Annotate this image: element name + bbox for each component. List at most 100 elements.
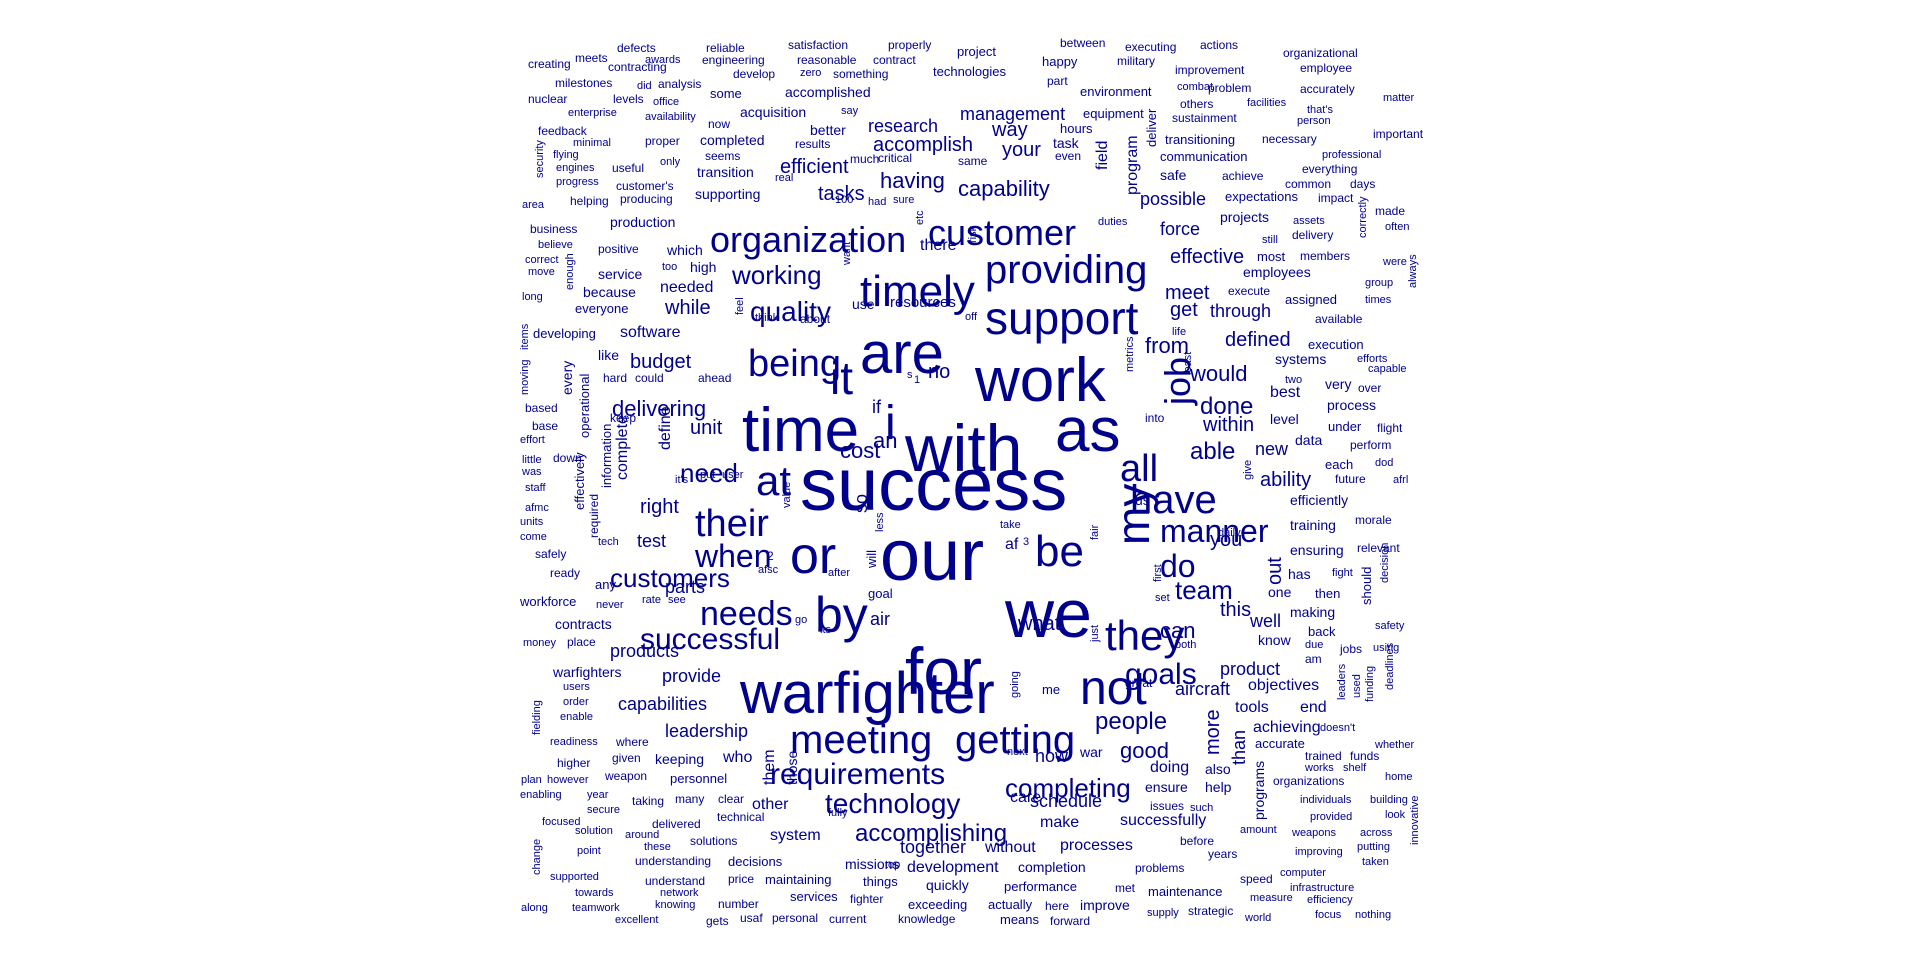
word-before: before (1180, 834, 1215, 848)
word-taken: taken (1362, 856, 1389, 868)
word-cost: cost (840, 438, 881, 463)
word-quality: quality (750, 296, 831, 327)
word-group: group (1365, 277, 1394, 289)
word-useful: useful (612, 161, 645, 175)
word-ready: ready (550, 566, 581, 580)
word-they: they (1105, 612, 1185, 659)
word-actually: actually (988, 897, 1033, 912)
word-exceeding: exceeding (908, 897, 968, 912)
word-those: those (784, 750, 800, 785)
word-flying: flying (553, 149, 579, 161)
word-only: only (660, 156, 681, 168)
word-infrastructure: infrastructure (1290, 882, 1355, 894)
word-know: know (1258, 632, 1291, 648)
word-improve: improve (1080, 897, 1130, 913)
word-being: being (748, 343, 841, 385)
word-around: around (625, 829, 660, 841)
word-transition: transition (697, 164, 754, 180)
word-things: things (863, 874, 898, 889)
word-customers: customers (610, 563, 730, 593)
word-done: done (1200, 393, 1254, 420)
word-jobs: jobs (1340, 642, 1363, 656)
word-shelf: shelf (1343, 762, 1367, 774)
word-provide: provide (662, 666, 722, 686)
word-keeping: keeping (655, 751, 705, 767)
word-efficient: efficient (780, 156, 849, 178)
word-working: working (732, 260, 822, 290)
word-measure: measure (1250, 892, 1293, 904)
word-an: an (873, 428, 898, 453)
word-team: team (1175, 575, 1233, 605)
word-program: program (1124, 135, 1141, 195)
word-delivered: delivered (652, 817, 701, 831)
word-me: me (1042, 682, 1061, 697)
word-days: days (1350, 177, 1376, 191)
word-am: am (1305, 652, 1322, 666)
word-area: area (522, 199, 545, 211)
word-correctly: correctly (1357, 196, 1369, 238)
word-care: care (1010, 789, 1042, 806)
word-this: this (1220, 599, 1252, 621)
word-producing: producing (620, 192, 673, 206)
word-acquisition: acquisition (740, 104, 807, 120)
word-duties: duties (1098, 216, 1128, 228)
word-under: under (1328, 419, 1362, 434)
word-new: new (1255, 439, 1289, 459)
word-goal: goal (868, 586, 893, 601)
word-enabling: enabling (520, 789, 562, 801)
word-did: did (637, 80, 652, 92)
word-capable: capable (1368, 363, 1407, 375)
word-relevant: relevant (1357, 541, 1400, 555)
word-take: take (1000, 519, 1021, 531)
word-see: see (668, 594, 686, 606)
word-would: would (1190, 361, 1248, 386)
word-year: year (587, 789, 609, 801)
word-home: home (1385, 771, 1413, 783)
word-budget: budget (630, 351, 692, 373)
word-knowledge: knowledge (898, 912, 956, 926)
word-need: need (680, 458, 738, 488)
word-great: great (1125, 676, 1153, 690)
word-future: future (1335, 472, 1366, 486)
word-satisfaction: satisfaction (788, 38, 849, 52)
word-your: your (1002, 139, 1041, 161)
word-good: good (1120, 738, 1169, 763)
word-never: never (596, 599, 624, 611)
word-task: task (1053, 135, 1079, 151)
word-plan: plan (521, 774, 542, 786)
word-safely: safely (535, 547, 567, 561)
word-important: important (1373, 127, 1424, 141)
word-teamwork: teamwork (572, 902, 620, 914)
word-facilities: facilities (1247, 97, 1287, 109)
word-air: air (870, 609, 891, 629)
word-made: made (1375, 204, 1406, 218)
word-risk: risk (967, 225, 979, 243)
word-part: part (1047, 74, 1068, 88)
word-software: software (620, 324, 681, 341)
word-schedule: schedule (1030, 791, 1103, 811)
word-other: other (752, 796, 789, 813)
word-point: point (577, 845, 601, 857)
word-from: from (1145, 333, 1189, 358)
word-little: little (522, 454, 542, 466)
word-along: along (521, 902, 548, 914)
word-solution: solution (575, 825, 613, 837)
word-assigned: assigned (1285, 292, 1338, 307)
word-seems: seems (705, 149, 741, 163)
word-force: force (1160, 219, 1201, 239)
word-works: works (1305, 762, 1334, 774)
word-security: security (534, 140, 546, 178)
word-missions: missions (845, 856, 900, 872)
word-weapons: weapons (1292, 827, 1337, 839)
word-execute: execute (1228, 284, 1271, 298)
word-then: then (1315, 586, 1341, 601)
word-tools: tools (1235, 699, 1269, 716)
word-accurate: accurate (1255, 736, 1305, 751)
word-military: military (1117, 54, 1155, 68)
word-service: service (598, 266, 643, 282)
word-are: are (860, 321, 944, 386)
word-there: there (920, 237, 957, 254)
word-life: life (1172, 326, 1187, 338)
word-development: development (907, 859, 999, 876)
word-people: people (1095, 708, 1168, 735)
